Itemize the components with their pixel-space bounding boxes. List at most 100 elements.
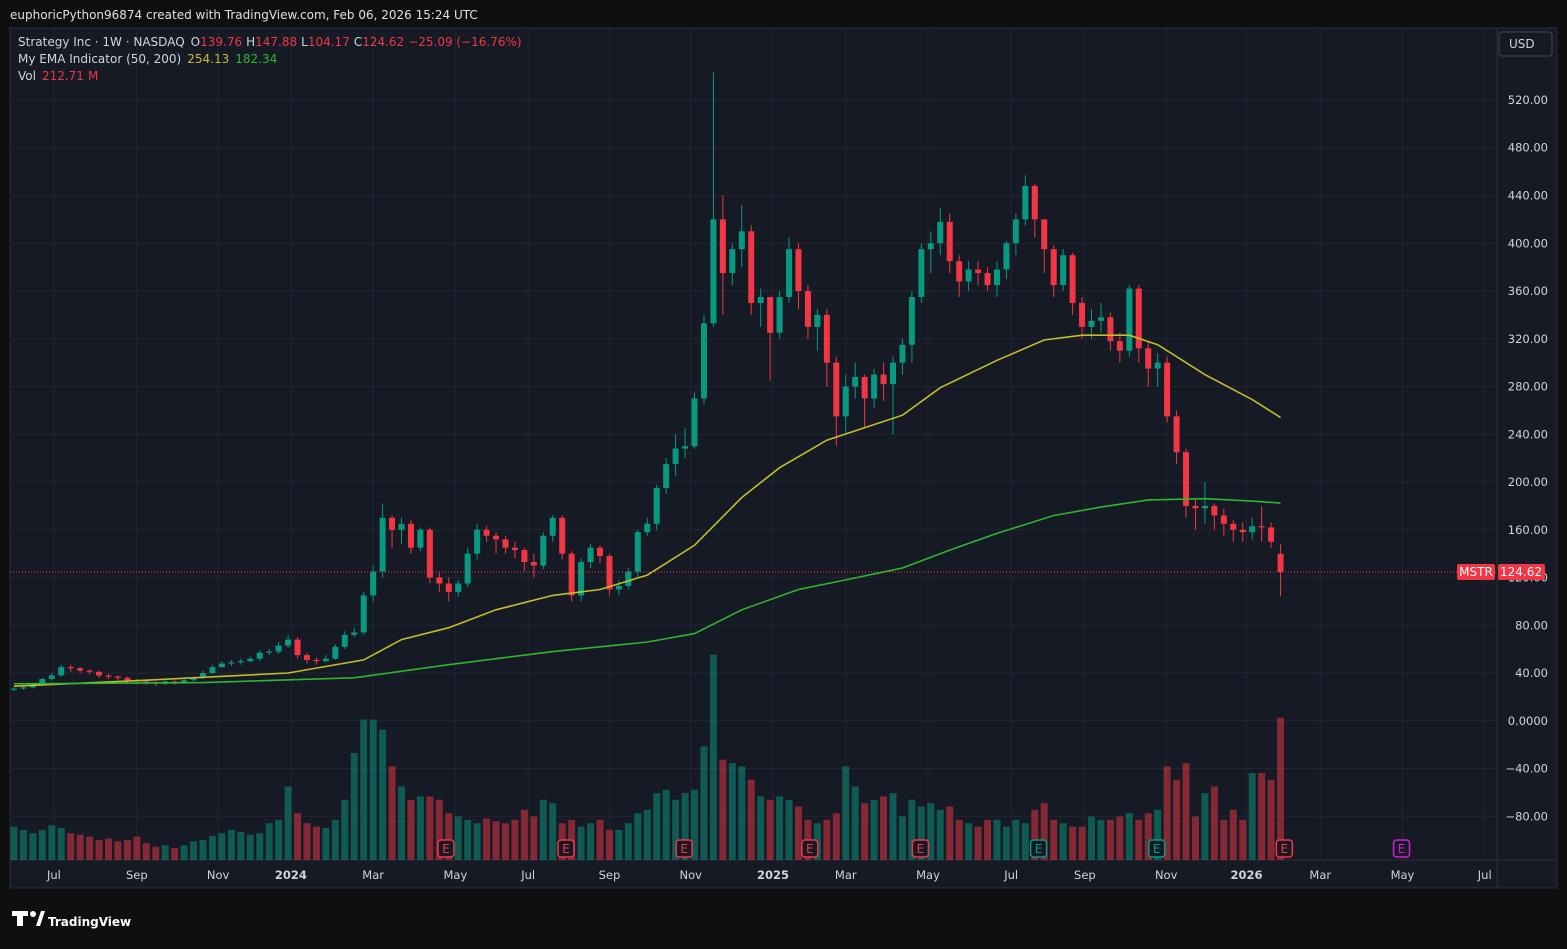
volume-bar [464,819,472,860]
candle-body [389,517,396,530]
volume-bar [265,823,273,860]
candle-body [833,362,840,417]
volume-bar [501,823,509,860]
x-tick-label: 2025 [757,868,789,882]
volume-bar [974,826,982,860]
volume-bar [19,829,27,860]
candle-body [181,680,188,683]
volume-bar [880,796,888,860]
volume-bar [1012,819,1020,860]
volume-bar [1106,819,1114,860]
currency[interactable]: USD [1509,37,1535,51]
x-tick-label: Mar [362,868,384,882]
earnings-marker [801,839,819,858]
price-tag-label: 124.62 [1500,565,1542,579]
candle-body [1116,341,1123,351]
volume-bar [237,831,245,860]
y-tick-label: 160.00 [1508,523,1548,537]
y-tick-label: 0.0000 [1508,714,1548,728]
volume-bar [1191,816,1199,860]
candle-body [313,659,320,662]
ticker-tag [1457,564,1495,581]
volume-bar [577,826,585,860]
candle-body [1107,317,1114,342]
volume-bar [1078,826,1086,860]
candle-body [1230,523,1237,530]
volume-bar [1050,819,1058,860]
volume-bar [407,799,415,860]
volume-bar [520,809,528,860]
candle-body [455,583,462,592]
plot: −80.00−40.000.000040.0080.00120.00160.00… [10,28,1557,888]
y-tick-label: 80.00 [1515,618,1548,632]
candle-body [549,517,556,536]
change: −25.09 (−16.76%) [408,35,521,49]
candle-body [578,562,585,596]
candle-body [871,374,878,399]
x-tick-label: 2024 [275,868,307,882]
volume-bar [294,813,302,860]
currency-button[interactable] [1498,31,1553,57]
candle-body [228,662,235,664]
candle-body [1097,317,1104,321]
ema200-value: 182.34 [235,52,277,66]
candle-body [1088,320,1095,327]
volume-bar [303,823,311,860]
volume-bar [955,819,963,860]
volume-bar [227,829,235,860]
volume-bar [123,839,131,860]
candle-body [86,670,93,672]
candle-body [644,523,651,533]
volume-bar [965,823,973,860]
volume-bar [719,759,727,860]
y-tick-label: 320.00 [1508,332,1548,346]
volume-bar [114,841,122,860]
candle-body [842,386,849,417]
candle-body [918,249,925,297]
volume-bar [180,845,188,860]
candle-body [445,583,452,592]
volume-bar [492,821,500,860]
candle-body [946,221,953,262]
volume-bar [511,819,519,860]
candle-body [247,658,254,662]
volume-bar [634,813,642,860]
brand: TradingView [48,915,131,929]
earnings-label: E [1153,842,1161,856]
ema50-value: 254.13 [187,52,229,66]
ema50-line [13,334,1281,687]
candle-body [691,398,698,447]
volume-bar [76,834,84,860]
volume-bar [10,826,18,860]
y-tick-label: 200.00 [1508,475,1548,489]
volume-bar [218,833,226,860]
candle-body [322,658,329,662]
price-tag [1498,564,1545,581]
earnings-label: E [680,842,688,856]
earnings-label: E [917,842,925,856]
logo [12,911,45,926]
candle-body [738,231,745,250]
volume-bar [643,809,651,860]
candle-body [975,269,982,274]
volume-bar [785,799,793,860]
candle-body [48,675,55,680]
volume-bar [398,786,406,860]
candle-body [1220,515,1227,524]
volume-bar [1125,813,1133,860]
earnings-marker [437,839,455,858]
candle-body [682,446,689,449]
header: euphoricPython96874 created with Trading… [10,8,478,22]
volume-bar [48,825,56,860]
candle-body [370,571,377,596]
volume-bar [1059,823,1067,860]
candle-body [67,667,74,669]
candle-body [908,296,915,345]
candle-body [852,376,859,387]
volume-bar [350,753,358,860]
c-letter: C [354,35,362,49]
candle-body [1258,526,1265,528]
candle-body [700,323,707,399]
volume-bar [379,729,387,860]
volume-bar [851,786,859,860]
